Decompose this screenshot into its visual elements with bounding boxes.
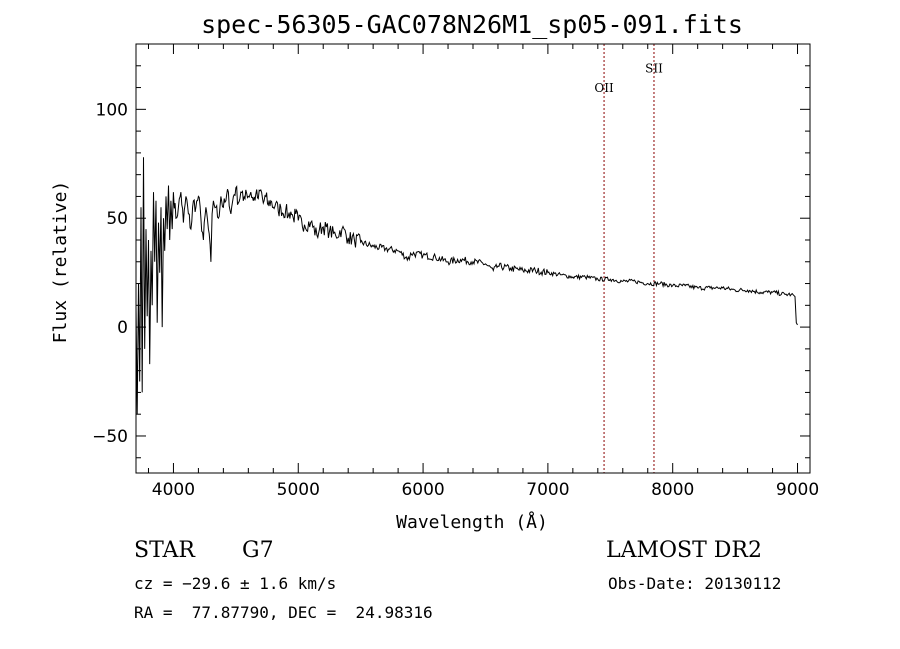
x-axis-label: Wavelength (Å) xyxy=(396,511,548,533)
object-class: STAR xyxy=(134,538,195,563)
object-subclass: G7 xyxy=(242,538,274,563)
x-tick-label: 6000 xyxy=(401,480,444,500)
chart-title: spec-56305-GAC078N26M1_sp05-091.fits xyxy=(201,10,743,39)
emission-line-label: OII xyxy=(594,81,614,95)
y-tick-label: 50 xyxy=(106,209,128,229)
y-tick-label: −50 xyxy=(92,427,128,447)
x-tick-label: 8000 xyxy=(651,480,694,500)
coordinates: RA = 77.87790, DEC = 24.98316 xyxy=(134,603,433,622)
spectrum-line xyxy=(135,157,798,415)
x-tick-label: 5000 xyxy=(277,480,320,500)
x-tick-label: 9000 xyxy=(776,480,819,500)
tick-labels: 4000 5000 6000 7000 8000 9000 −50 0 50 100 xyxy=(92,100,819,500)
redshift-velocity: cz = −29.6 ± 1.6 km/s xyxy=(134,574,337,593)
x-tick-label: 4000 xyxy=(152,480,195,500)
plot-frame xyxy=(135,43,811,474)
emission-line-label: SII xyxy=(645,61,663,75)
x-tick-label: 7000 xyxy=(526,480,569,500)
y-axis-label: Flux (relative) xyxy=(50,181,71,344)
y-tick-label: 100 xyxy=(96,100,128,120)
observation-date: Obs-Date: 20130112 xyxy=(608,574,782,593)
y-tick-label: 0 xyxy=(117,318,128,338)
axis-ticks xyxy=(136,44,810,473)
emission-lines: OII SII xyxy=(594,44,663,473)
survey-name: LAMOST DR2 xyxy=(606,538,762,563)
